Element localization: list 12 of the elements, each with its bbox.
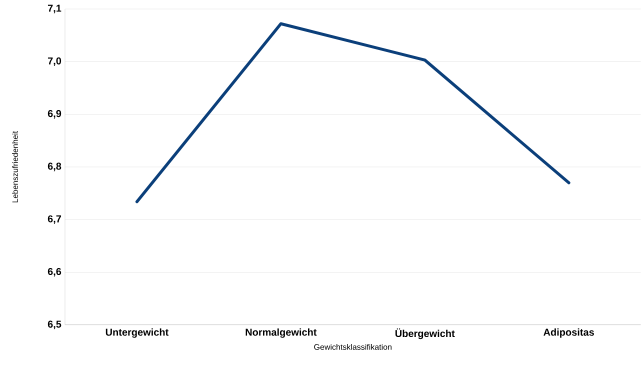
line-series [135, 22, 570, 204]
y-tick-label: 6,6 [48, 268, 62, 277]
y-tick-label: 7,0 [48, 57, 62, 66]
y-tick-label: 6,9 [48, 110, 62, 119]
y-tick-label: 7,1 [48, 4, 62, 14]
y-tick-label: 6,7 [48, 215, 62, 224]
y-tick-label: 6,8 [48, 162, 62, 172]
y-tick-label: 6,5 [48, 320, 62, 330]
x-tick-label: Untergewicht [106, 328, 169, 338]
x-tick-label: Adipositas [544, 328, 594, 338]
x-tick-label: Übergewicht [395, 328, 455, 340]
x-tick-label: Normalgewicht [246, 328, 317, 338]
